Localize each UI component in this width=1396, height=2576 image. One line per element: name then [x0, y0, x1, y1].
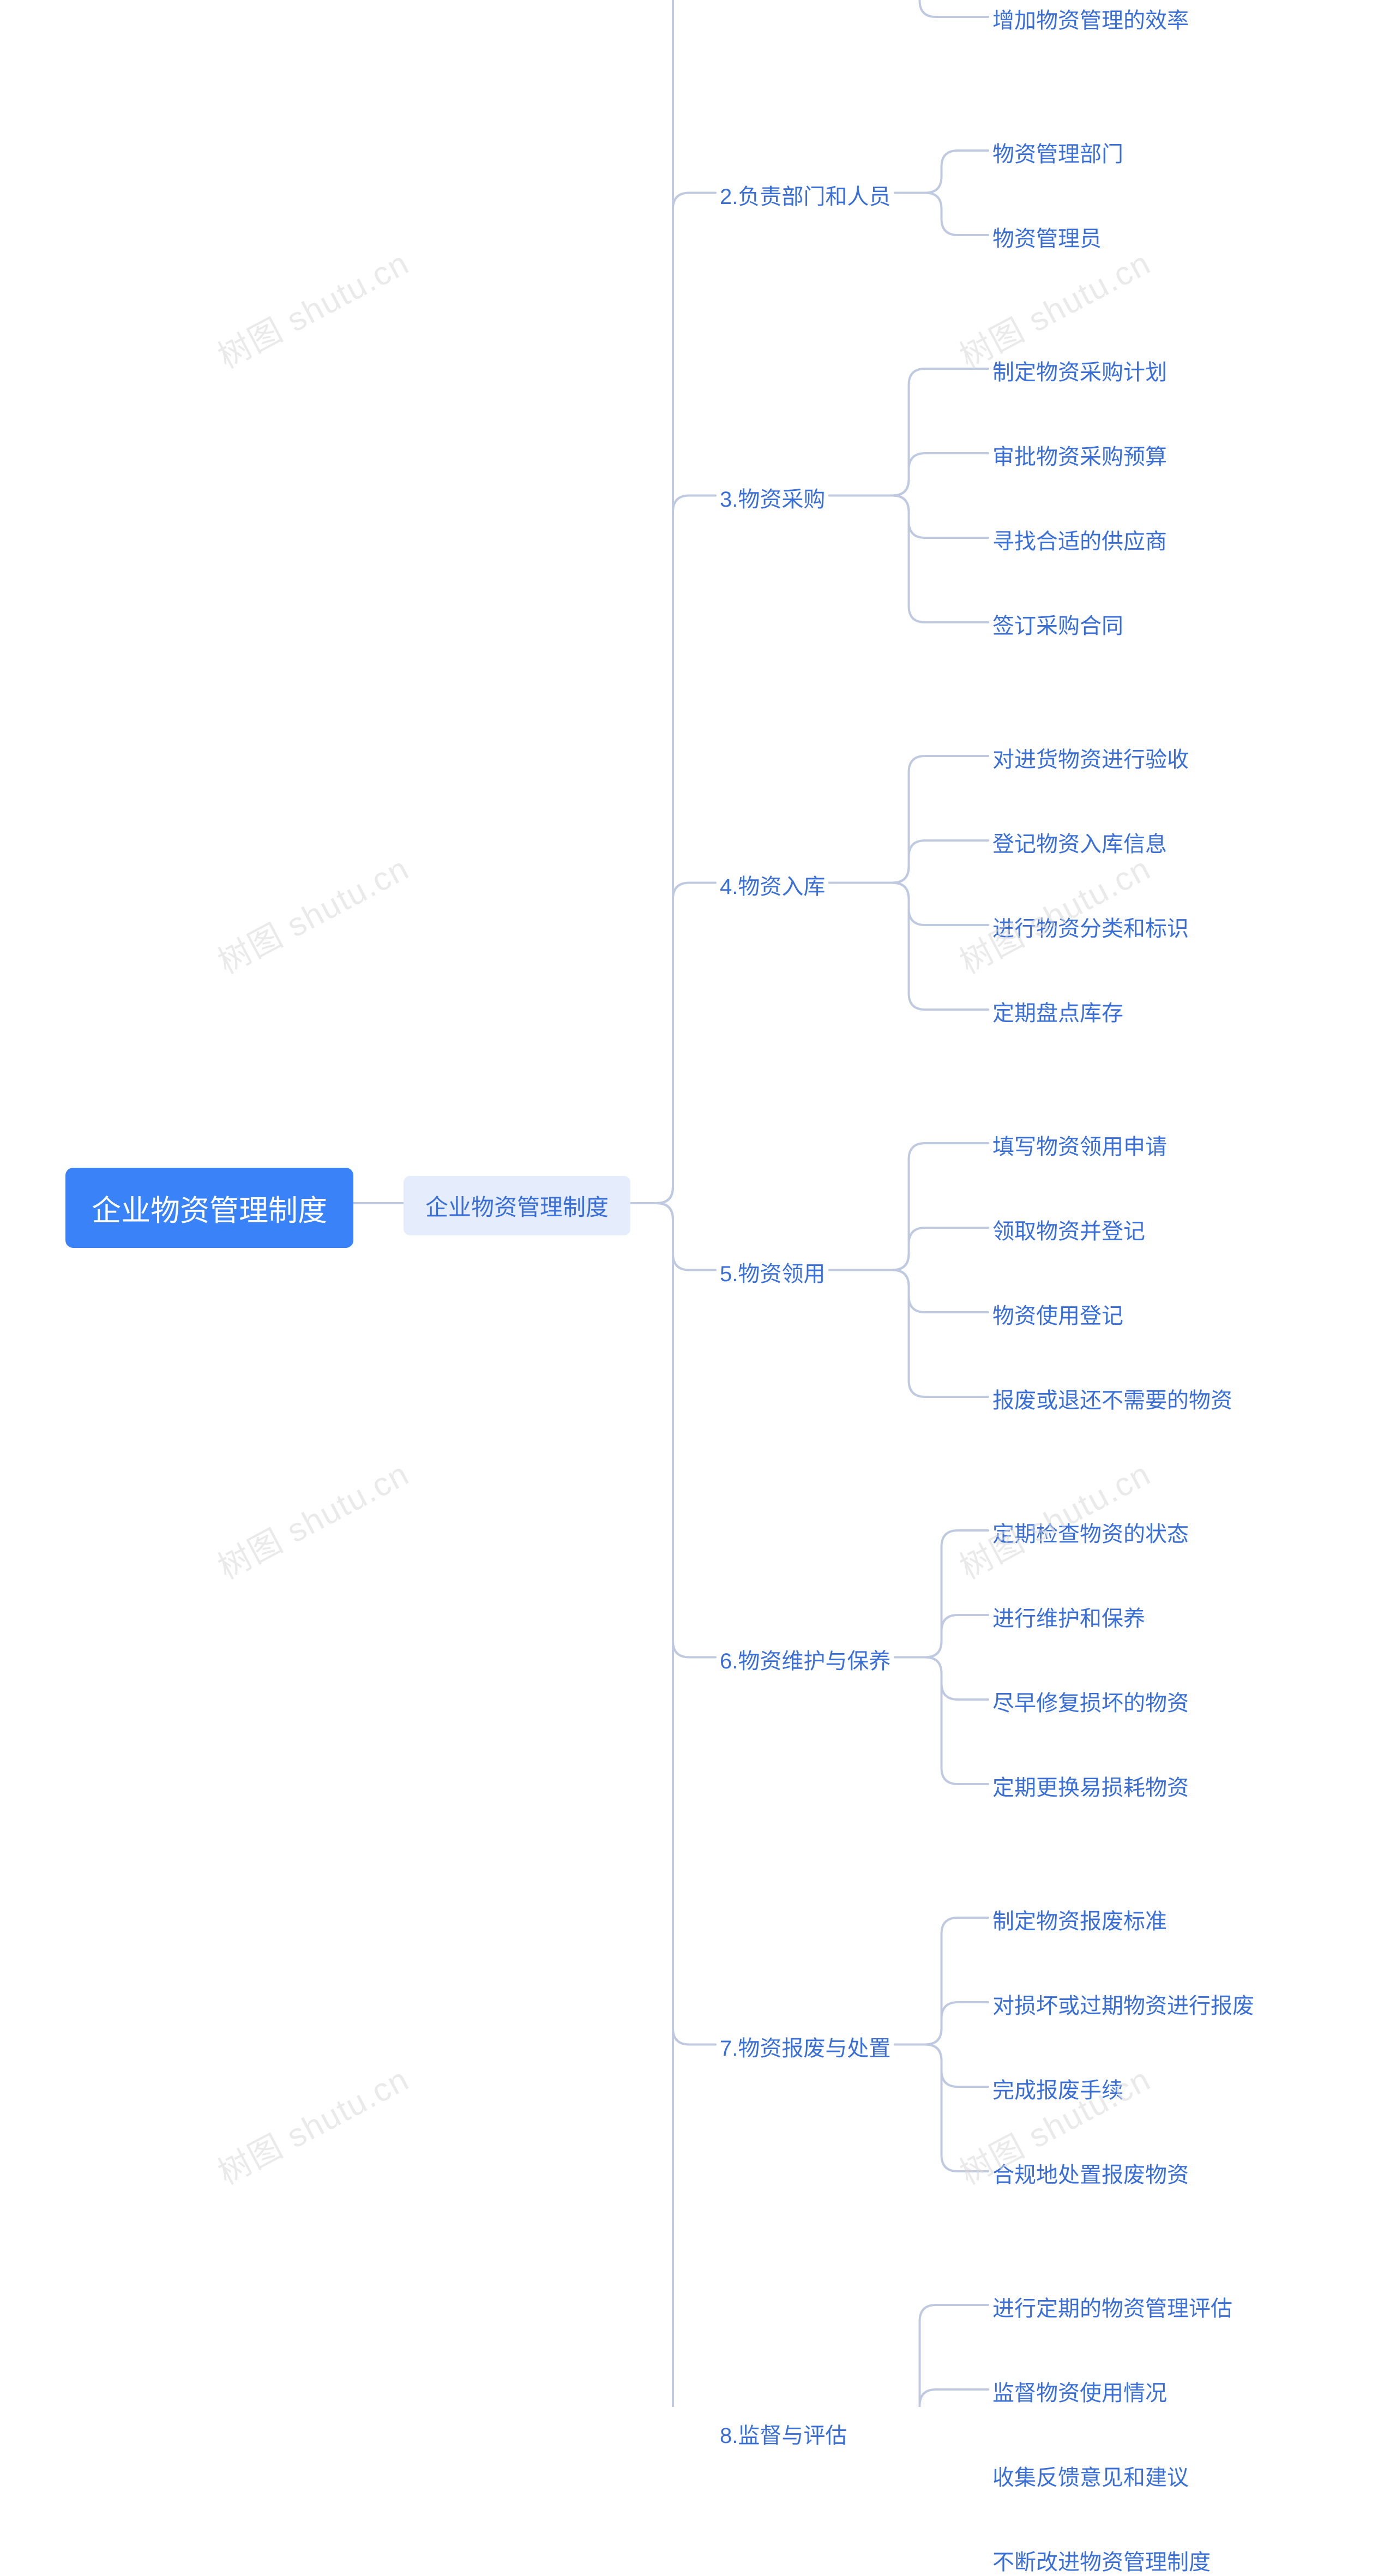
leaf-label: 进行物资分类和标识: [992, 911, 1189, 942]
leaf-label: 审批物资采购预算: [992, 439, 1167, 471]
branch-label: 7.物资报废与处置: [720, 2031, 890, 2062]
leaf-label: 填写物资领用申请: [992, 1129, 1167, 1161]
leaf-label: 定期更换易损耗物资: [992, 1770, 1189, 1802]
leaf-node[interactable]: 填写物资领用申请: [992, 1129, 1167, 1161]
leaf-label: 收集反馈意见和建议: [992, 2460, 1189, 2491]
leaf-node[interactable]: 不断改进物资管理制度: [992, 2544, 1211, 2576]
leaf-label: 物资使用登记: [992, 1298, 1123, 1330]
branch-node[interactable]: 4.物资入库: [720, 869, 825, 900]
leaf-label: 对损坏或过期物资进行报废: [992, 1988, 1254, 2020]
leaf-label: 定期盘点库存: [992, 995, 1123, 1027]
leaf-label: 领取物资并登记: [992, 1214, 1145, 1245]
branch-node[interactable]: 8.监督与评估: [720, 2418, 847, 2449]
leaf-node[interactable]: 对损坏或过期物资进行报废: [992, 1988, 1254, 2020]
leaf-label: 签订采购合同: [992, 608, 1123, 640]
leaf-node[interactable]: 报废或退还不需要的物资: [992, 1383, 1232, 1414]
leaf-node[interactable]: 定期更换易损耗物资: [992, 1770, 1189, 1802]
leaf-node[interactable]: 定期检查物资的状态: [992, 1516, 1189, 1548]
leaf-node[interactable]: 审批物资采购预算: [992, 439, 1167, 471]
branch-label: 8.监督与评估: [720, 2418, 847, 2449]
leaf-label: 完成报废手续: [992, 2073, 1123, 2104]
leaf-node[interactable]: 领取物资并登记: [992, 1214, 1145, 1245]
leaf-label: 制定物资报废标准: [992, 1904, 1167, 1935]
leaf-node[interactable]: 增加物资管理的效率: [992, 3, 1189, 34]
mindmap-canvas: 企业物资管理制度 企业物资管理制度 1.目的和背景保证企业物资的合理使用维护物资…: [0, 0, 1396, 2407]
leaf-label: 报废或退还不需要的物资: [992, 1383, 1232, 1414]
leaf-label: 不断改进物资管理制度: [992, 2544, 1211, 2576]
leaf-node[interactable]: 进行定期的物资管理评估: [992, 2291, 1232, 2322]
branch-node[interactable]: 7.物资报废与处置: [720, 2031, 890, 2062]
leaf-label: 尽早修复损坏的物资: [992, 1685, 1189, 1717]
leaf-node[interactable]: 寻找合适的供应商: [992, 524, 1167, 555]
leaf-node[interactable]: 对进货物资进行验收: [992, 742, 1189, 773]
leaf-label: 增加物资管理的效率: [992, 3, 1189, 34]
leaf-node[interactable]: 制定物资采购计划: [992, 355, 1167, 386]
branch-node[interactable]: 3.物资采购: [720, 482, 825, 513]
watermark: 树图 shutu.cn: [208, 237, 416, 378]
leaf-label: 进行定期的物资管理评估: [992, 2291, 1232, 2322]
branch-node[interactable]: 2.负责部门和人员: [720, 179, 890, 211]
leaf-label: 对进货物资进行验收: [992, 742, 1189, 773]
branch-node[interactable]: 6.物资维护与保养: [720, 1643, 890, 1675]
leaf-node[interactable]: 收集反馈意见和建议: [992, 2460, 1189, 2491]
leaf-node[interactable]: 制定物资报废标准: [992, 1904, 1167, 1935]
leaf-node[interactable]: 定期盘点库存: [992, 995, 1123, 1027]
leaf-node[interactable]: 监督物资使用情况: [992, 2375, 1167, 2407]
leaf-node[interactable]: 完成报废手续: [992, 2073, 1123, 2104]
leaf-label: 合规地处置报废物资: [992, 2157, 1189, 2189]
leaf-node[interactable]: 物资管理部门: [992, 136, 1123, 168]
sub-root-label: 企业物资管理制度: [425, 1189, 609, 1222]
leaf-label: 寻找合适的供应商: [992, 524, 1167, 555]
root-node[interactable]: 企业物资管理制度: [65, 1168, 353, 1248]
watermark: 树图 shutu.cn: [208, 2053, 416, 2194]
branch-label: 2.负责部门和人员: [720, 179, 890, 211]
branch-label: 3.物资采购: [720, 482, 825, 513]
branch-label: 5.物资领用: [720, 1256, 825, 1288]
watermark: 树图 shutu.cn: [208, 1448, 416, 1589]
leaf-node[interactable]: 签订采购合同: [992, 608, 1123, 640]
leaf-node[interactable]: 进行物资分类和标识: [992, 911, 1189, 942]
leaf-label: 制定物资采购计划: [992, 355, 1167, 386]
leaf-label: 物资管理员: [992, 221, 1102, 253]
leaf-label: 定期检查物资的状态: [992, 1516, 1189, 1548]
leaf-node[interactable]: 合规地处置报废物资: [992, 2157, 1189, 2189]
branch-label: 6.物资维护与保养: [720, 1643, 890, 1675]
leaf-node[interactable]: 物资使用登记: [992, 1298, 1123, 1330]
leaf-label: 登记物资入库信息: [992, 826, 1167, 858]
leaf-node[interactable]: 尽早修复损坏的物资: [992, 1685, 1189, 1717]
leaf-node[interactable]: 进行维护和保养: [992, 1601, 1145, 1632]
root-label: 企业物资管理制度: [92, 1186, 327, 1229]
sub-root-node[interactable]: 企业物资管理制度: [404, 1176, 630, 1235]
leaf-node[interactable]: 登记物资入库信息: [992, 826, 1167, 858]
leaf-label: 监督物资使用情况: [992, 2375, 1167, 2407]
branch-node[interactable]: 5.物资领用: [720, 1256, 825, 1288]
branch-label: 4.物资入库: [720, 869, 825, 900]
watermark: 树图 shutu.cn: [208, 843, 416, 983]
leaf-label: 进行维护和保养: [992, 1601, 1145, 1632]
leaf-node[interactable]: 物资管理员: [992, 221, 1102, 253]
leaf-label: 物资管理部门: [992, 136, 1123, 168]
